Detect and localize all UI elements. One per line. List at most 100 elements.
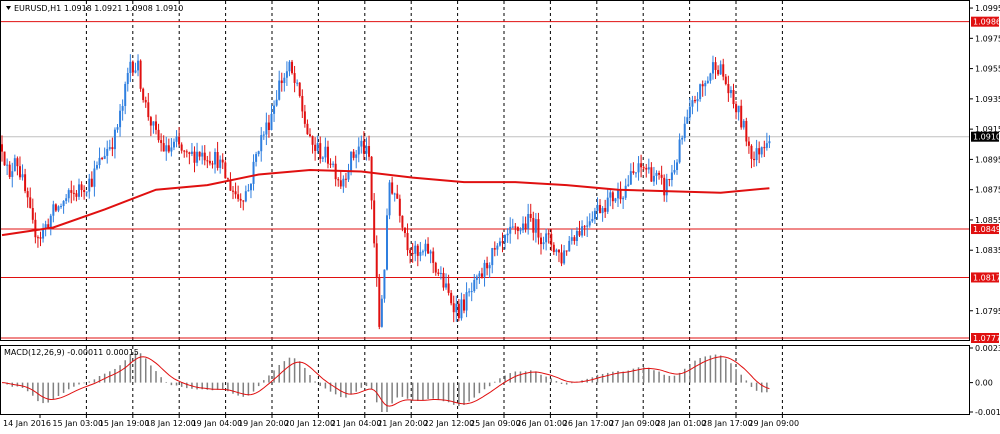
candle-body xyxy=(445,283,448,288)
candle-body xyxy=(285,71,288,78)
macd-grid xyxy=(85,346,783,414)
candle-body xyxy=(409,250,412,254)
candle-body xyxy=(275,99,278,106)
candle-body xyxy=(24,174,27,192)
candle-body xyxy=(688,106,691,118)
candle-body xyxy=(627,184,630,186)
candle-body xyxy=(629,171,632,185)
time-tick-label: 15 Jan 19:00 xyxy=(99,419,150,428)
candle-body xyxy=(29,197,32,208)
candle-body xyxy=(424,243,427,252)
candle-body xyxy=(699,84,702,100)
candle-body xyxy=(509,226,512,234)
candle-body xyxy=(283,77,286,84)
candle-body xyxy=(262,134,265,136)
candle-body xyxy=(170,147,173,152)
candle-body xyxy=(101,157,104,159)
level-tag-label: 1.0986 xyxy=(973,18,1000,27)
candle-body xyxy=(622,197,625,200)
candle-body xyxy=(632,171,635,173)
candle-body xyxy=(337,179,340,181)
candle-body xyxy=(624,185,627,198)
candle-body xyxy=(591,218,594,222)
candle-body xyxy=(647,167,650,170)
candle-body xyxy=(21,174,24,178)
candle-body xyxy=(321,157,324,159)
candle-body xyxy=(642,167,645,169)
candle-body xyxy=(396,193,399,199)
candle-body xyxy=(13,158,16,172)
candle-body xyxy=(529,214,532,218)
candle-body xyxy=(26,191,29,198)
time-tick-label: 20 Jan 12:00 xyxy=(284,419,335,428)
candle-body xyxy=(665,179,668,196)
candle-body xyxy=(527,214,530,229)
candle-body xyxy=(72,192,75,194)
candle-body xyxy=(760,147,763,155)
candle-body xyxy=(619,190,622,200)
candle-body xyxy=(504,235,507,243)
candle-body xyxy=(108,147,111,149)
candle-body xyxy=(244,191,247,202)
candle-body xyxy=(162,143,165,152)
candle-body xyxy=(540,237,542,245)
candle-body xyxy=(765,143,768,148)
candle-body xyxy=(552,244,555,252)
candle-body xyxy=(147,102,150,118)
candle-body xyxy=(663,177,666,196)
dropdown-triangle-icon[interactable] xyxy=(6,6,11,10)
candle-body xyxy=(542,242,545,245)
candle-body xyxy=(457,303,460,319)
price-axis: 1.0995 1.0975 1.0955 1.0935 1.0915 1.0895 1.08… xyxy=(969,4,1000,316)
candle-body xyxy=(388,182,391,216)
candle-body xyxy=(80,184,83,191)
candle-body xyxy=(640,163,643,168)
level-tag xyxy=(971,333,999,343)
candle-body xyxy=(3,151,6,166)
candle-body xyxy=(121,106,124,111)
candle-body xyxy=(111,147,114,150)
candle-body xyxy=(34,219,37,238)
candle-body xyxy=(601,208,604,214)
candle-body xyxy=(486,262,489,269)
candle-body xyxy=(83,190,86,193)
candle-body xyxy=(758,148,761,155)
candle-body xyxy=(149,117,152,126)
candle-body xyxy=(570,237,573,241)
candle-body xyxy=(588,221,591,226)
candle-body xyxy=(288,61,291,72)
candle-body xyxy=(555,249,558,252)
candle-body xyxy=(36,237,39,239)
candle-body xyxy=(188,152,191,154)
candle-body xyxy=(252,161,255,184)
candle-body xyxy=(468,291,471,293)
candle-body xyxy=(70,190,73,193)
candle-body xyxy=(309,134,311,137)
candle-body xyxy=(273,105,276,114)
candle-body xyxy=(157,129,160,141)
candle-body xyxy=(678,139,681,163)
symbol-header[interactable]: EURUSD,H1 1.0918 1.0921 1.0908 1.0910 xyxy=(6,4,183,13)
candle-body xyxy=(344,178,347,180)
candle-body xyxy=(360,140,363,147)
time-tick-label: 15 Jan 03:00 xyxy=(52,419,103,428)
candle-body xyxy=(645,167,648,170)
candle-body xyxy=(681,137,684,140)
candle-body xyxy=(704,83,707,87)
candle-body xyxy=(98,157,101,166)
candle-body xyxy=(342,178,345,187)
candle-body xyxy=(60,206,63,208)
candle-body xyxy=(298,82,301,96)
candle-body xyxy=(185,151,188,153)
candle-body xyxy=(339,180,342,187)
candle-body xyxy=(52,204,55,216)
candle-body xyxy=(237,194,240,199)
candle-body xyxy=(522,223,525,231)
candle-body xyxy=(131,61,134,73)
candle-body xyxy=(78,184,80,197)
level-tag xyxy=(971,272,999,283)
candle-body xyxy=(506,233,509,236)
candle-body xyxy=(129,61,132,73)
